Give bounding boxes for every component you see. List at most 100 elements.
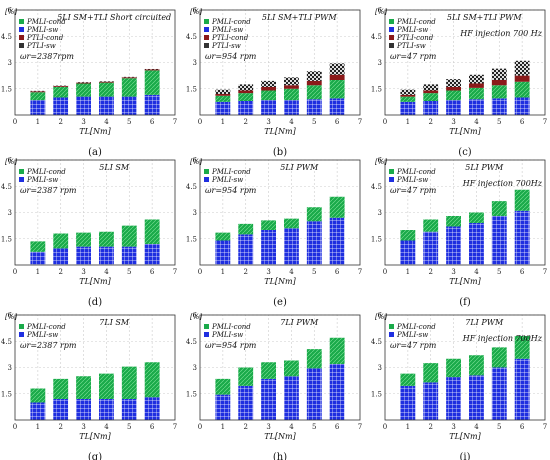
speed-label: ωr=47 rpm [390,186,437,195]
legend-swatch [204,169,209,174]
legend-label: PMLI-cond [396,18,436,26]
bar-pmli-cond-2 [423,93,439,101]
bar-pmli-cond-2 [238,223,254,235]
x-tick-label: 7 [358,268,362,276]
bar-ptli-sw-2 [423,84,439,91]
bar-ptli-sw-5 [121,76,137,78]
panel-caption: (i) [459,452,470,460]
bar-pmli-cond-5 [306,85,322,100]
legend-label: PTLI-cond [396,34,434,42]
bar-pmli-sw-2 [53,399,69,420]
bar-ptli-sw-6 [329,63,345,75]
plot-frame [384,159,546,266]
plot-frame [199,314,361,421]
x-tick-label: 4 [104,118,109,126]
legend-label: PTLI-cond [211,34,249,42]
bar-pmli-sw-5 [306,99,322,115]
legend-swatch [204,324,209,329]
bar-pmli-cond-2 [53,233,69,249]
bar-pmli-sw-5 [121,96,137,115]
bar-pmli-sw-6 [329,364,345,420]
x-tick-label: 6 [335,268,340,276]
y-tick-label: 4.5 [186,183,197,191]
legend-swatch [204,332,209,337]
y-tick-label: 3 [378,364,382,372]
x-tick-label: 6 [150,118,155,126]
legend-swatch [389,27,394,32]
x-tick-label: 3 [266,118,270,126]
bar-ptli-sw-3 [76,82,91,83]
x-tick-label: 2 [58,268,62,276]
x-axis-label: TL[Nm] [449,127,481,136]
legend-label: PMLI-cond [211,323,251,331]
y-tick-label: 4.5 [1,183,12,191]
legend-label: PMLI-sw [26,331,58,339]
x-tick-label: 4 [474,423,479,431]
bar-pmli-sw-1 [400,385,416,420]
bar-pmli-sw-1 [400,240,416,265]
bar-pmli-cond-3 [261,362,276,379]
x-tick-label: 1 [406,118,410,126]
legend-swatch [19,169,24,174]
y-tick-label: 1.5 [371,390,382,398]
x-axis-label: TL[Nm] [79,127,111,136]
bar-pmli-sw-5 [491,367,507,420]
bar-pmli-sw-3 [76,96,91,115]
x-tick-label: 1 [406,268,410,276]
bar-pmli-cond-5 [306,207,322,222]
bar-pmli-cond-6 [144,362,160,398]
bar-pmli-sw-3 [446,100,461,115]
x-tick-label: 4 [474,118,479,126]
legend-swatch [204,43,209,48]
bar-ptli-cond-5 [306,80,322,86]
bar-pmli-cond-1 [215,95,231,102]
bar-pmli-sw-1 [400,101,416,115]
legend-label: PTLI-sw [26,42,56,50]
x-tick-label: 6 [520,268,525,276]
bar-pmli-sw-4 [284,228,299,265]
panel-caption: (g) [88,452,102,460]
bar-pmli-cond-3 [446,90,461,101]
y-tick-label: 3 [8,59,12,67]
bar-pmli-sw-2 [423,231,439,265]
bar-pmli-cond-5 [306,349,322,369]
x-tick-label: 6 [520,118,525,126]
legend-swatch [389,43,394,48]
y-tick-label: 1.5 [1,235,12,243]
y-axis-label: [%] [375,8,387,16]
bar-pmli-sw-4 [99,399,114,420]
y-tick-label: 1.5 [186,390,197,398]
y-tick-label: 3 [8,364,12,372]
x-tick-label: 1 [36,118,40,126]
legend-swatch [389,35,394,40]
legend-swatch [389,177,394,182]
x-tick-label: 7 [173,118,177,126]
bar-ptli-cond-3 [76,82,91,84]
x-axis-label: TL[Nm] [264,127,296,136]
x-tick-label: 2 [428,423,432,431]
chart-panel-g: 0 1 2 3 4 5 6 71.534.56[%]TL[Nm]7LI SMPMLI-cond… [1,312,177,460]
x-tick-label: 6 [150,268,155,276]
bar-pmli-cond-6 [329,196,345,218]
bar-pmli-sw-2 [53,248,69,265]
x-tick-label: 5 [312,118,316,126]
x-tick-label: 5 [497,118,501,126]
bar-ptli-sw-1 [30,90,46,92]
legend-swatch [19,19,24,24]
bar-pmli-sw-4 [99,246,114,265]
panel-caption: (e) [273,297,287,308]
bar-pmli-cond-6 [329,80,345,99]
x-tick-label: 3 [81,423,85,431]
bar-pmli-sw-4 [99,96,114,115]
x-tick-label: 6 [335,423,340,431]
bar-ptli-cond-6 [144,69,160,71]
bar-pmli-cond-6 [144,219,160,244]
bar-pmli-cond-5 [491,347,507,368]
bar-pmli-cond-6 [144,70,160,95]
bar-pmli-cond-6 [514,81,530,98]
bar-pmli-cond-3 [76,376,91,399]
legend-label: PMLI-cond [396,168,436,176]
bar-ptli-cond-2 [53,86,69,87]
